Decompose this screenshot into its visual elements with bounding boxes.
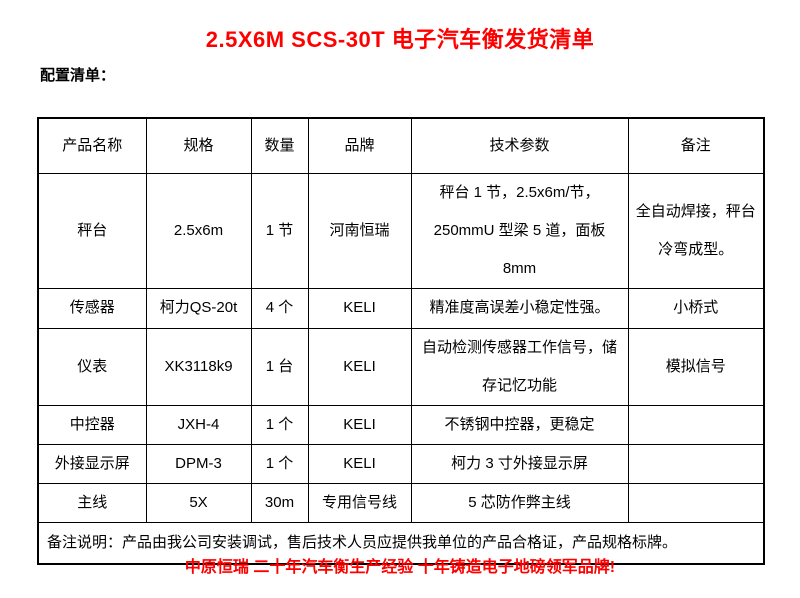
table-footer-row: 备注说明：产品由我公司安装调试，售后技术人员应提供我单位的产品合格证，产品规格标…: [37, 521, 765, 565]
header-product-name: 产品名称: [37, 117, 147, 174]
cell-product-name: 主线: [37, 482, 147, 523]
cell-tech-params: 自动检测传感器工作信号，储存记忆功能: [410, 327, 629, 406]
cell-product-name: 中控器: [37, 404, 147, 445]
footer-remark: 备注说明：产品由我公司安装调试，售后技术人员应提供我单位的产品合格证，产品规格标…: [37, 521, 765, 565]
cell-brand: KELI: [307, 287, 412, 329]
cell-product-name: 外接显示屏: [37, 443, 147, 484]
cell-brand: KELI: [307, 327, 412, 406]
cell-product-name: 传感器: [37, 287, 147, 329]
cell-qty: 1 个: [250, 404, 309, 445]
cell-qty: 1 台: [250, 327, 309, 406]
cell-tech-params: 秤台 1 节，2.5x6m/节，250mmU 型梁 5 道，面板 8mm: [410, 172, 629, 289]
table-row: 主线 5X 30m 专用信号线 5 芯防作弊主线: [37, 482, 765, 523]
header-spec: 规格: [145, 117, 252, 174]
cell-qty: 30m: [250, 482, 309, 523]
table-row: 传感器 柯力QS-20t 4 个 KELI 精准度高误差小稳定性强。 小桥式: [37, 287, 765, 329]
cell-spec: 5X: [145, 482, 252, 523]
cell-note: 模拟信号: [627, 327, 765, 406]
cell-note: 小桥式: [627, 287, 765, 329]
cell-spec: 2.5x6m: [145, 172, 252, 289]
cell-tech-params: 精准度高误差小稳定性强。: [410, 287, 629, 329]
cell-spec: JXH-4: [145, 404, 252, 445]
cell-brand: KELI: [307, 404, 412, 445]
brand-slogan: 中原恒瑞 二十年汽车衡生产经验 十年铸造电子地磅领军品牌!: [184, 559, 616, 576]
cell-qty: 4 个: [250, 287, 309, 329]
page-title: 2.5X6M SCS-30T 电子汽车衡发货清单: [205, 27, 595, 52]
table-row: 仪表 XK3118k9 1 台 KELI 自动检测传感器工作信号，储存记忆功能 …: [37, 327, 765, 406]
cell-brand: KELI: [307, 443, 412, 484]
cell-tech-params: 柯力 3 寸外接显示屏: [410, 443, 629, 484]
table-row: 外接显示屏 DPM-3 1 个 KELI 柯力 3 寸外接显示屏: [37, 443, 765, 484]
cell-tech-params: 不锈钢中控器，更稳定: [410, 404, 629, 445]
header-tech-params: 技术参数: [410, 117, 629, 174]
config-table: 产品名称 规格 数量 品牌 技术参数 备注 秤台 2.5x6m 1 节 河南恒瑞…: [37, 117, 765, 565]
cell-qty: 1 个: [250, 443, 309, 484]
table-row: 秤台 2.5x6m 1 节 河南恒瑞 秤台 1 节，2.5x6m/节，250mm…: [37, 172, 765, 289]
header-qty: 数量: [250, 117, 309, 174]
table-header-row: 产品名称 规格 数量 品牌 技术参数 备注: [37, 117, 765, 174]
cell-spec: XK3118k9: [145, 327, 252, 406]
cell-product-name: 秤台: [37, 172, 147, 289]
table-row: 中控器 JXH-4 1 个 KELI 不锈钢中控器，更稳定: [37, 404, 765, 445]
cell-note: 全自动焊接，秤台冷弯成型。: [627, 172, 765, 289]
cell-product-name: 仪表: [37, 327, 147, 406]
cell-brand: 河南恒瑞: [307, 172, 412, 289]
cell-spec: 柯力QS-20t: [145, 287, 252, 329]
cell-note: [627, 482, 765, 523]
header-brand: 品牌: [307, 117, 412, 174]
config-list-label: 配置清单：: [40, 67, 116, 84]
cell-note: [627, 404, 765, 445]
cell-note: [627, 443, 765, 484]
cell-tech-params: 5 芯防作弊主线: [410, 482, 629, 523]
cell-brand: 专用信号线: [307, 482, 412, 523]
cell-qty: 1 节: [250, 172, 309, 289]
cell-spec: DPM-3: [145, 443, 252, 484]
header-note: 备注: [627, 117, 765, 174]
